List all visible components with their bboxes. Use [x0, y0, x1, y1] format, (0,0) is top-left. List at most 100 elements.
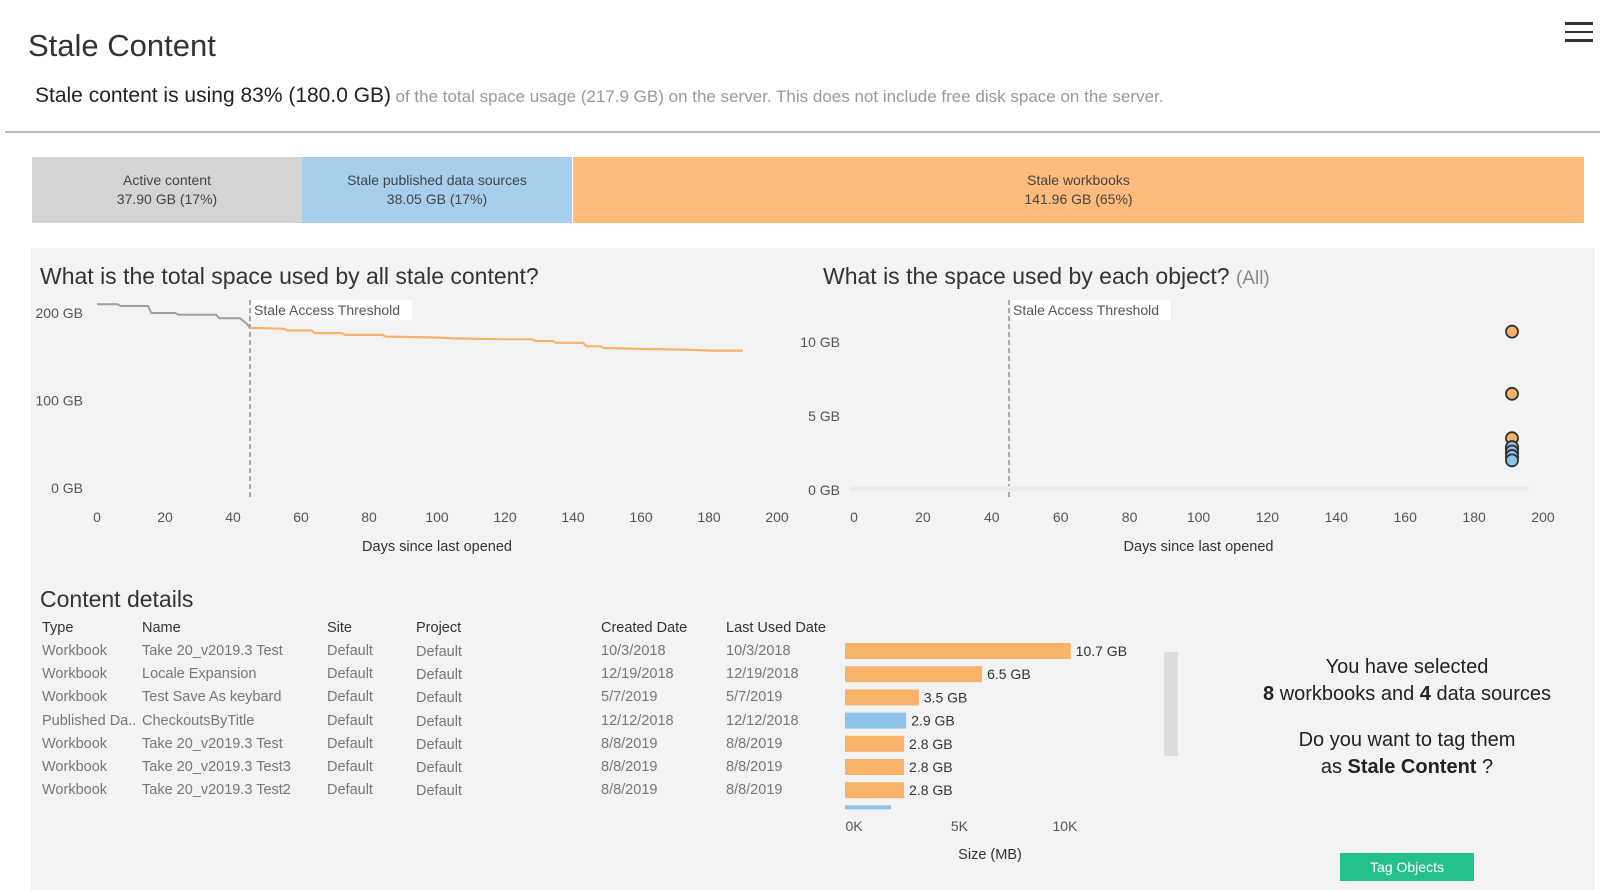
page-title: Stale Content — [28, 28, 216, 63]
tag-name: Stale Content — [1347, 756, 1477, 778]
x-tick-label: 60 — [1053, 509, 1069, 525]
x-tick-label: 200 — [765, 509, 789, 525]
x-tick-label: 100 — [425, 509, 449, 525]
size-axis-title: Size (MB) — [958, 847, 1022, 863]
cell-type: Workbook — [42, 689, 108, 706]
cell-project: Default — [416, 667, 462, 684]
tag-suffix: ? — [1476, 756, 1494, 778]
x-tick-label: 160 — [1394, 509, 1418, 525]
cell-site: Default — [327, 759, 373, 775]
cell-type: Workbook — [42, 735, 108, 752]
x-tick-label: 100 — [1187, 509, 1211, 525]
cell-project: Default — [416, 644, 462, 660]
size-bar — [845, 666, 983, 683]
cell-last-used: 10/3/2018 — [726, 643, 791, 659]
column-header-name[interactable]: Name — [142, 620, 181, 636]
cell-name: Take 20_v2019.3 Test3 — [142, 759, 291, 775]
cell-site: Default — [327, 782, 373, 799]
left-chart-title: What is the total space used by all stal… — [40, 263, 539, 289]
cell-name: Take 20_v2019.3 Test — [142, 735, 283, 752]
tag-as-text: as — [1320, 756, 1348, 778]
cell-site: Default — [327, 735, 373, 752]
tag-question: Do you want to tag them — [1298, 729, 1516, 751]
column-header-created[interactable]: Created Date — [601, 620, 688, 636]
tag-objects-button[interactable]: Tag Objects — [1340, 853, 1474, 881]
datasource-point — [1505, 453, 1519, 468]
size-bar — [845, 759, 905, 775]
datasource-count: 4 — [1419, 683, 1431, 705]
cell-site: Default — [327, 689, 373, 706]
table-scrollbar[interactable] — [1164, 652, 1178, 756]
size-bar-label: 6.5 GB — [987, 666, 1031, 682]
x-tick-label: 80 — [1122, 509, 1138, 525]
object-filter-value[interactable]: (All) — [1235, 268, 1270, 289]
cell-project: Default — [416, 690, 462, 707]
size-bar-label: 2.8 GB — [909, 759, 953, 775]
y-tick-label: 200 GB — [36, 305, 83, 321]
size-bar — [845, 735, 905, 752]
selection-line1: You have selected — [1325, 656, 1489, 678]
x-axis-title: Days since last opened — [362, 539, 512, 555]
cell-created: 10/3/2018 — [601, 643, 666, 659]
summary-main: Stale content is using 83% (180.0 GB) — [35, 84, 392, 107]
cell-project: Default — [416, 760, 462, 776]
cell-name: Take 20_v2019.3 Test — [142, 643, 283, 659]
size-bar-chart: 10.7 GB 6.5 GB 3.5 GB 2.9 GB 2.8 GB 2.8 GB 2.8… — [845, 643, 1127, 863]
summary-text: Stale content is using 83% (180.0 GB) of… — [35, 84, 1163, 108]
cell-name: CheckoutsByTitle — [142, 712, 255, 729]
cell-created: 12/12/2018 — [601, 712, 674, 729]
active-series-line — [97, 303, 251, 329]
column-header-project[interactable]: Project — [416, 620, 462, 636]
x-tick-label: 140 — [561, 509, 585, 525]
cell-last-used: 12/12/2018 — [726, 712, 799, 729]
segment-value: 141.96 GB (65%) — [1024, 191, 1133, 207]
cell-site: Default — [327, 643, 373, 659]
cell-type: Published Da.. — [42, 712, 137, 729]
cell-project: Default — [416, 736, 462, 753]
size-bar-partial — [845, 805, 891, 810]
x-axis-title: Days since last opened — [1124, 539, 1274, 555]
size-bar-label: 3.5 GB — [924, 689, 968, 705]
x-tick-label: 40 — [225, 509, 241, 525]
column-header-site[interactable]: Site — [327, 620, 352, 636]
cell-created: 5/7/2019 — [601, 689, 658, 706]
y-tick-label: 10 GB — [800, 334, 840, 350]
selection-counts: 8 workbooks and 4 data sources — [1220, 681, 1594, 708]
column-header-last-used[interactable]: Last Used Date — [726, 620, 826, 636]
size-bar — [845, 689, 919, 706]
x-tick-label: 160 — [629, 509, 653, 525]
cell-last-used: 8/8/2019 — [726, 735, 783, 752]
threshold-label: Stale Access Threshold — [1013, 302, 1159, 318]
stale-datasources-segment[interactable]: Stale published data sources 38.05 GB (1… — [302, 157, 572, 223]
summary-sub: of the total space usage (217.9 GB) on t… — [395, 87, 1164, 106]
x-tick-label: 180 — [1462, 509, 1486, 525]
cell-last-used: 8/8/2019 — [726, 759, 783, 775]
total-space-line-chart[interactable]: 0 20 40 60 80 100 120 140 160 180 200 Days since la… — [31, 300, 811, 570]
object-space-scatter-chart[interactable]: 0 20 40 60 80 100 120 140 160 180 200 Days since la… — [800, 300, 1595, 570]
cell-project: Default — [416, 783, 462, 800]
cell-name: Locale Expansion — [142, 666, 257, 683]
right-chart-title-text: What is the space used by each object? — [823, 263, 1230, 289]
tag-question-line2: as Stale Content ? — [1220, 754, 1594, 781]
threshold-label: Stale Access Threshold — [254, 302, 400, 318]
cell-type: Workbook — [42, 643, 108, 659]
right-chart-title: What is the space used by each object? (… — [823, 263, 1270, 290]
hamburger-menu-icon[interactable] — [1565, 22, 1593, 44]
cell-site: Default — [327, 666, 373, 683]
segment-value: 38.05 GB (17%) — [386, 191, 488, 207]
x-tick-label: 20 — [157, 509, 173, 525]
cell-type: Workbook — [42, 782, 108, 799]
segment-value: 37.90 GB (17%) — [116, 191, 218, 207]
x-tick-label: 120 — [493, 509, 517, 525]
active-content-segment[interactable]: Active content 37.90 GB (17%) — [32, 157, 302, 223]
cell-last-used: 5/7/2019 — [726, 689, 783, 706]
cell-name: Test Save As keybard — [142, 689, 282, 706]
dashboard-panel — [31, 248, 1595, 890]
size-tick-label: 10K — [1052, 818, 1078, 834]
column-header-type[interactable]: Type — [42, 620, 74, 636]
cell-type: Workbook — [42, 759, 108, 775]
stale-workbooks-segment[interactable]: Stale workbooks 141.96 GB (65%) — [573, 157, 1584, 223]
threshold-label-bg — [252, 300, 412, 320]
size-bar-label: 10.7 GB — [1076, 643, 1127, 659]
workbooks-text: workbooks and — [1274, 683, 1420, 705]
